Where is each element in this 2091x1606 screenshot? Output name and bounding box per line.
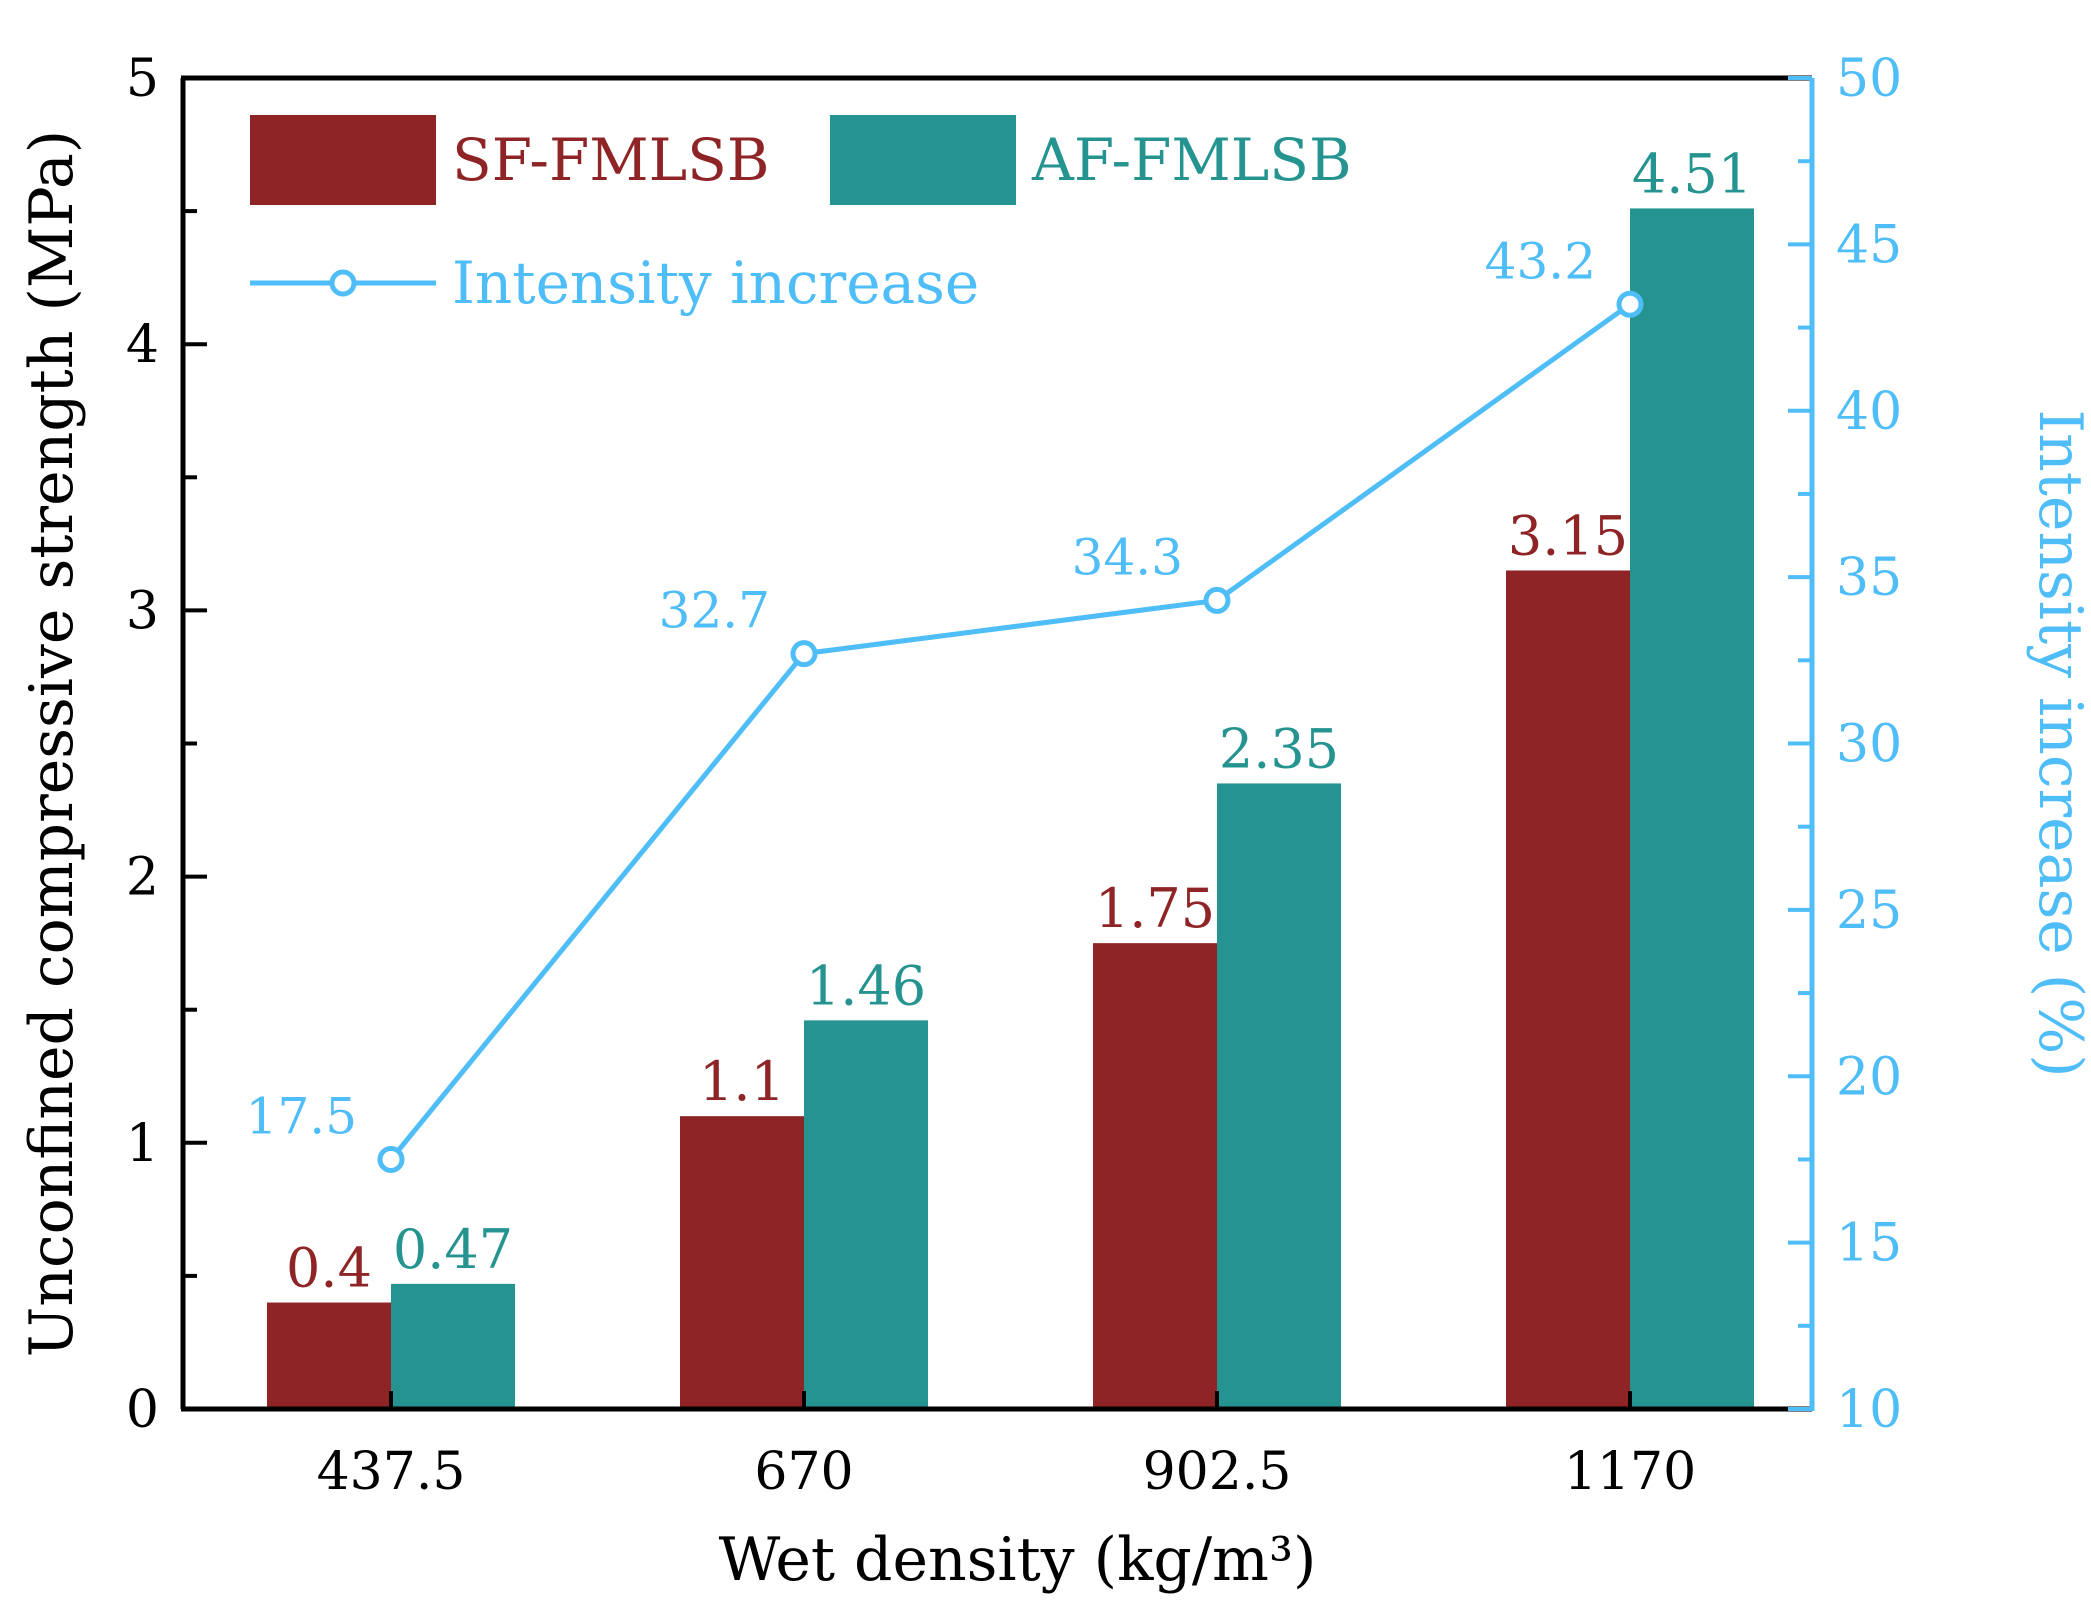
legend: SF-FMLSB AF-FMLSB Intensity increase (250, 115, 1352, 317)
bar-sf-fmlsb-2 (1093, 943, 1217, 1409)
x-axis-title: Wet density (kg/m³) (719, 1525, 1317, 1595)
x-tick-label: 437.5 (317, 1442, 466, 1502)
legend-swatch-sf (250, 115, 436, 205)
intensity-label-2: 34.3 (1072, 528, 1183, 586)
data-label-af-fmlsb-2: 2.35 (1219, 717, 1339, 780)
bar-labels: 0.4 0.47 1.1 1.46 1.75 2.35 3.15 4.51 (286, 142, 1752, 1299)
data-label-af-fmlsb-1: 1.46 (806, 954, 926, 1017)
y2-tick-label: 45 (1836, 215, 1902, 275)
intensity-line-group: 17.5 32.7 34.3 43.2 (246, 232, 1644, 1173)
data-label-af-fmlsb-3: 4.51 (1632, 142, 1752, 205)
legend-label-sf: SF-FMLSB (452, 126, 769, 194)
legend-line-marker (329, 269, 357, 297)
legend-label-af: AF-FMLSB (1031, 126, 1352, 194)
data-label-sf-fmlsb-0: 0.4 (286, 1237, 372, 1300)
x-tick-label: 670 (754, 1442, 853, 1502)
y2-tick-label: 40 (1836, 382, 1902, 442)
x-tick-label: 902.5 (1143, 1442, 1292, 1502)
data-label-sf-fmlsb-1: 1.1 (699, 1050, 785, 1113)
y-tick-label: 3 (126, 581, 159, 641)
intensity-point-1 (790, 640, 818, 668)
data-label-sf-fmlsb-3: 3.15 (1508, 504, 1628, 567)
y2-tick-label: 10 (1836, 1380, 1902, 1440)
y2-tick-label: 15 (1836, 1214, 1902, 1274)
bar-sf-fmlsb-3 (1506, 570, 1630, 1409)
legend-swatch-af (830, 115, 1016, 205)
y2-tick-label: 30 (1836, 715, 1902, 775)
intensity-point-0 (377, 1145, 405, 1173)
y2-tick-label: 50 (1836, 49, 1902, 109)
intensity-point-3 (1616, 290, 1644, 318)
y-tick-label: 1 (126, 1114, 159, 1174)
bar-sf-fmlsb-1 (680, 1116, 804, 1409)
y-tick-label: 5 (126, 49, 159, 109)
y2-tick-label: 25 (1836, 881, 1902, 941)
intensity-label-3: 43.2 (1485, 232, 1596, 290)
intensity-increase-line (389, 302, 1632, 1162)
bar-af-fmlsb-2 (1217, 783, 1341, 1409)
bar-sf-fmlsb-0 (267, 1302, 391, 1409)
bar-af-fmlsb-3 (1630, 208, 1754, 1410)
y2-tick-label: 35 (1836, 548, 1902, 608)
intensity-point-2 (1203, 586, 1231, 614)
data-label-sf-fmlsb-2: 1.75 (1095, 877, 1215, 940)
y-tick-label: 2 (126, 848, 159, 908)
y2-tick-label: 20 (1836, 1047, 1902, 1107)
bar-af-fmlsb-0 (391, 1283, 515, 1409)
y-tick-label: 0 (126, 1380, 159, 1440)
bar-af-fmlsb-1 (804, 1020, 928, 1409)
y-axis-title: Unconfined compressive strength (MPa) (17, 130, 87, 1357)
data-label-af-fmlsb-0: 0.47 (393, 1218, 513, 1281)
intensity-label-0: 17.5 (246, 1087, 357, 1145)
legend-label-intensity: Intensity increase (452, 249, 979, 317)
y2-axis-title: Intensity increase (%) (2025, 409, 2091, 1077)
intensity-label-1: 32.7 (659, 582, 770, 640)
y-tick-label: 4 (126, 315, 159, 375)
x-tick-label: 1170 (1564, 1442, 1696, 1502)
bars (267, 208, 1754, 1410)
